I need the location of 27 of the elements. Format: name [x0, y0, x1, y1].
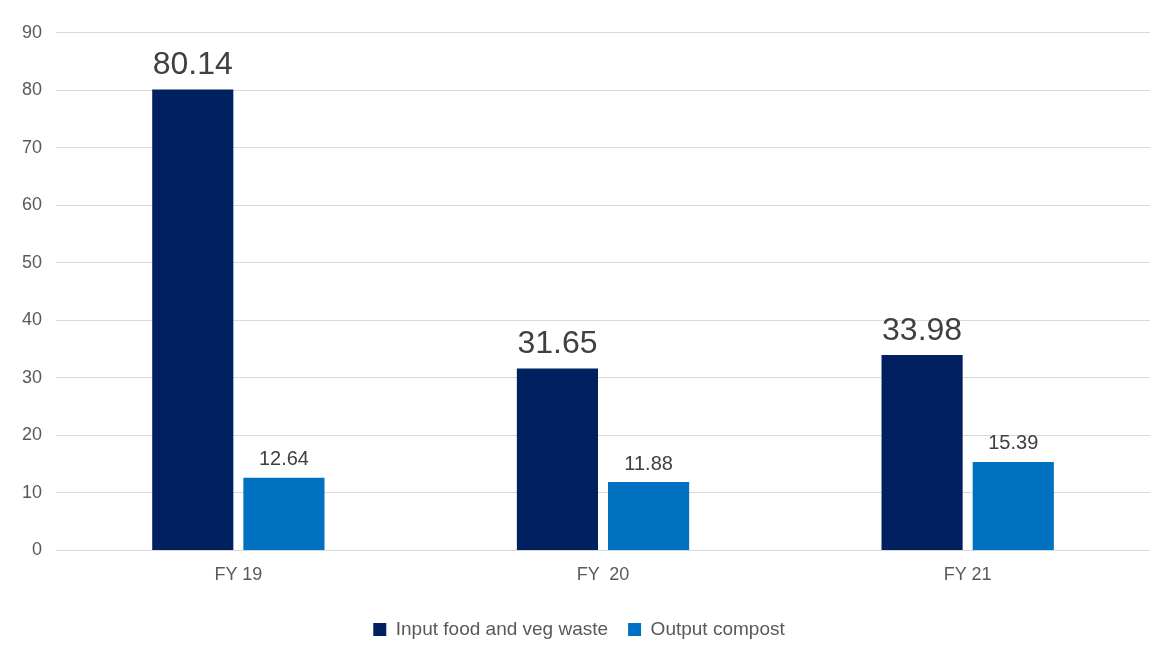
legend-label: Output compost	[650, 617, 786, 639]
bar	[608, 482, 690, 550]
bar	[152, 89, 234, 550]
bar	[516, 368, 598, 550]
data-label: 11.88	[624, 451, 673, 474]
x-tick-label: FY 21	[943, 564, 992, 585]
y-tick-label: 90	[21, 21, 43, 42]
data-label: 31.65	[517, 324, 598, 361]
data-label: 15.39	[988, 431, 1039, 454]
bar	[972, 461, 1054, 550]
y-tick-label: 70	[21, 136, 43, 157]
y-tick-label: 30	[21, 366, 43, 387]
data-label: 12.64	[258, 447, 309, 470]
y-tick-label: 40	[21, 309, 43, 330]
data-label: 33.98	[882, 310, 963, 347]
bar	[881, 354, 963, 550]
y-tick-label: 10	[21, 481, 43, 502]
bar	[243, 477, 325, 550]
legend-label: Input food and veg waste	[395, 617, 609, 639]
data-label: 80.14	[152, 45, 233, 82]
y-tick-label: 80	[21, 79, 43, 100]
y-tick-label: 60	[21, 194, 43, 215]
x-tick-label: FY 20	[576, 564, 630, 585]
y-tick-label: 20	[21, 424, 43, 445]
x-tick-label: FY 19	[214, 564, 263, 585]
y-tick-label: 0	[32, 539, 43, 560]
y-tick-label: 50	[21, 251, 43, 272]
